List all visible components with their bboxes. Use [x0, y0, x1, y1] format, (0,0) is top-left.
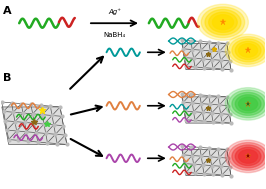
Circle shape [209, 12, 237, 32]
Circle shape [212, 15, 234, 30]
Circle shape [235, 147, 261, 166]
Circle shape [239, 44, 258, 57]
Circle shape [225, 140, 266, 173]
Circle shape [235, 41, 261, 60]
Polygon shape [2, 107, 67, 144]
Circle shape [239, 97, 258, 111]
Circle shape [201, 7, 245, 38]
Polygon shape [182, 97, 231, 123]
Circle shape [228, 143, 266, 170]
Text: NaBH₄: NaBH₄ [103, 32, 126, 38]
Text: B: B [3, 73, 12, 83]
Circle shape [228, 36, 266, 64]
Circle shape [225, 34, 266, 67]
Circle shape [232, 39, 264, 62]
Circle shape [232, 92, 264, 115]
Text: Ag⁺: Ag⁺ [108, 8, 121, 15]
Circle shape [232, 145, 264, 168]
Text: A: A [3, 6, 12, 16]
Circle shape [239, 150, 258, 163]
Polygon shape [182, 149, 231, 176]
Circle shape [225, 88, 266, 120]
Polygon shape [182, 43, 231, 70]
Circle shape [198, 4, 248, 40]
Circle shape [228, 90, 266, 118]
Circle shape [205, 9, 241, 35]
Circle shape [235, 95, 261, 113]
